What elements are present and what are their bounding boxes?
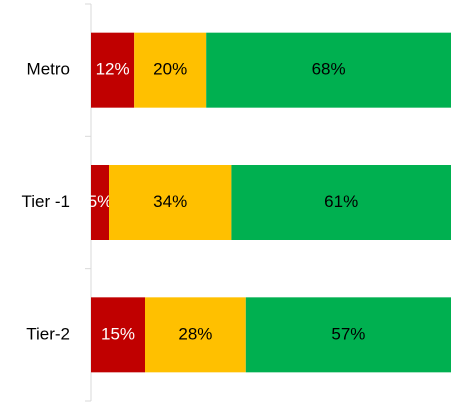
data-label: 61% xyxy=(324,192,358,211)
bar-segment xyxy=(91,165,109,240)
y-tick-label: Metro xyxy=(27,60,70,79)
data-label: 68% xyxy=(312,60,346,79)
data-label: 5% xyxy=(88,192,113,211)
bar-segment xyxy=(91,32,135,108)
data-label: 12% xyxy=(96,60,130,79)
bar-segment xyxy=(245,297,451,373)
bar-segment xyxy=(91,297,145,373)
y-tick-label: Tier-2 xyxy=(26,324,70,343)
data-label: 34% xyxy=(153,192,187,211)
data-label: 57% xyxy=(331,324,365,343)
bar-segment xyxy=(109,165,232,240)
bar-segment xyxy=(134,32,207,108)
bar-segment xyxy=(231,165,451,240)
data-label: 20% xyxy=(153,60,187,79)
data-label: 15% xyxy=(101,324,135,343)
y-tick-label: Tier -1 xyxy=(22,192,71,211)
bar-segment xyxy=(145,297,246,373)
bar-segment xyxy=(206,32,451,108)
data-label: 28% xyxy=(178,324,212,343)
